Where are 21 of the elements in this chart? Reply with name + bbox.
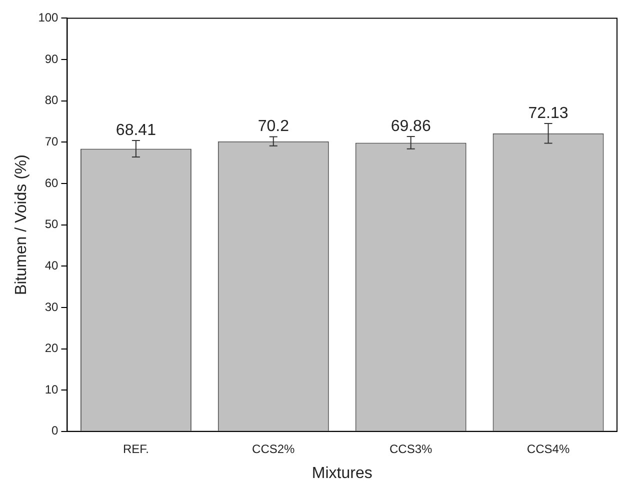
y-tick-label: 20 <box>44 341 59 356</box>
y-tick-label: 40 <box>44 258 59 272</box>
y-axis-title: Bitumen / Voids (%) <box>13 154 30 296</box>
data-label: 72.13 <box>528 104 568 122</box>
y-tick-label: 0 <box>52 424 59 438</box>
y-tick-label: 30 <box>44 300 59 314</box>
x-tick-label: CCS2% <box>252 442 296 456</box>
x-axis-title: Mixtures <box>312 464 372 482</box>
data-label: 69.86 <box>390 118 431 135</box>
x-tick-label: CCS4% <box>526 442 570 456</box>
y-tick-label: 10 <box>44 382 59 396</box>
data-label: 70.2 <box>258 118 290 136</box>
x-tick-label: REF. <box>122 442 149 456</box>
y-tick-label: 70 <box>44 134 59 148</box>
y-tick-label: 80 <box>44 93 59 108</box>
y-tick-label: 90 <box>44 52 59 66</box>
y-tick-label: 100 <box>38 10 59 25</box>
y-tick-label: 50 <box>44 217 59 232</box>
x-tick-label: CCS3% <box>389 442 432 456</box>
data-label: 68.41 <box>116 122 156 139</box>
y-tick-label: 60 <box>44 176 59 190</box>
